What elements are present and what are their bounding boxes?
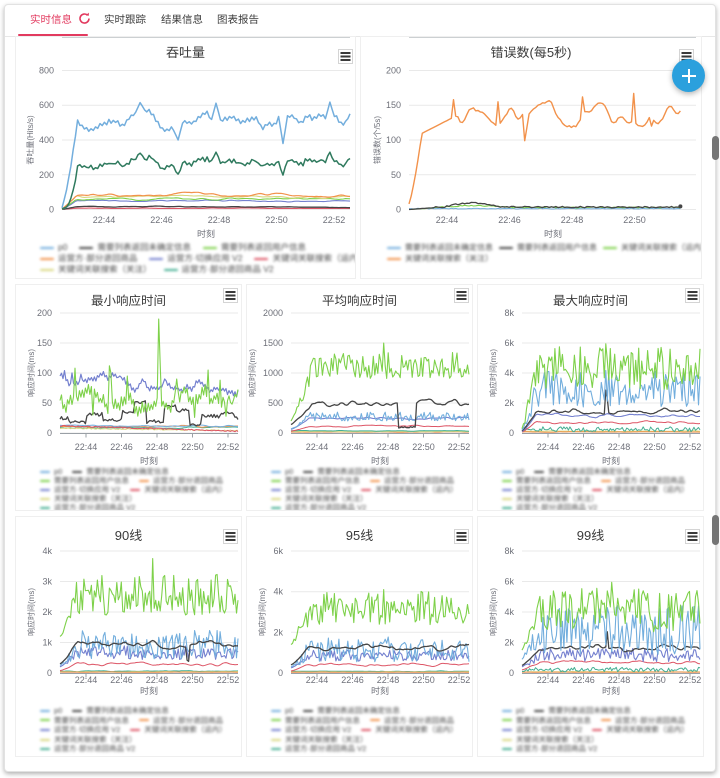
svg-text:22:50: 22:50 xyxy=(643,442,666,452)
svg-text:时刻: 时刻 xyxy=(140,456,158,466)
svg-text:22:46: 22:46 xyxy=(498,215,521,225)
svg-text:2k: 2k xyxy=(273,627,283,637)
svg-text:22:44: 22:44 xyxy=(537,675,560,685)
svg-text:响应时间(ms): 响应时间(ms) xyxy=(27,349,36,397)
svg-text:200: 200 xyxy=(39,170,54,180)
svg-text:0: 0 xyxy=(396,205,401,215)
svg-text:时刻: 时刻 xyxy=(602,686,620,696)
svg-text:1k: 1k xyxy=(42,638,52,648)
svg-text:22:48: 22:48 xyxy=(561,215,584,225)
svg-text:响应时间(ms): 响应时间(ms) xyxy=(258,588,267,636)
svg-text:150: 150 xyxy=(386,100,401,110)
svg-text:0: 0 xyxy=(47,428,52,438)
svg-text:1500: 1500 xyxy=(263,338,283,348)
svg-text:0: 0 xyxy=(509,668,514,678)
svg-text:时刻: 时刻 xyxy=(140,686,158,696)
svg-text:22:50: 22:50 xyxy=(265,215,288,225)
svg-text:22:46: 22:46 xyxy=(572,442,595,452)
svg-text:22:50: 22:50 xyxy=(412,442,435,452)
svg-text:22:48: 22:48 xyxy=(608,442,631,452)
svg-text:22:52: 22:52 xyxy=(679,675,702,685)
svg-text:22:44: 22:44 xyxy=(75,442,98,452)
svg-text:22:52: 22:52 xyxy=(448,442,471,452)
svg-text:22:52: 22:52 xyxy=(448,675,471,685)
svg-text:4k: 4k xyxy=(504,368,514,378)
svg-text:6k: 6k xyxy=(504,338,514,348)
svg-text:1000: 1000 xyxy=(263,368,283,378)
svg-text:22:48: 22:48 xyxy=(377,675,400,685)
svg-text:2k: 2k xyxy=(42,607,52,617)
svg-text:22:52: 22:52 xyxy=(679,442,702,452)
svg-text:22:44: 22:44 xyxy=(306,442,329,452)
svg-text:22:48: 22:48 xyxy=(146,442,169,452)
svg-text:22:44: 22:44 xyxy=(436,215,459,225)
svg-text:时刻: 时刻 xyxy=(602,456,620,466)
svg-text:3k: 3k xyxy=(42,577,52,587)
svg-text:22:48: 22:48 xyxy=(146,675,169,685)
svg-text:22:52: 22:52 xyxy=(217,675,240,685)
svg-text:100: 100 xyxy=(37,368,52,378)
svg-text:6k: 6k xyxy=(273,546,283,556)
svg-text:800: 800 xyxy=(39,66,54,76)
svg-text:22:46: 22:46 xyxy=(110,675,133,685)
svg-text:2k: 2k xyxy=(504,398,514,408)
svg-text:22:44: 22:44 xyxy=(537,442,560,452)
svg-text:响应时间(ms): 响应时间(ms) xyxy=(248,349,257,397)
svg-text:2000: 2000 xyxy=(263,308,283,318)
svg-text:6k: 6k xyxy=(504,577,514,587)
svg-text:22:48: 22:48 xyxy=(208,215,231,225)
svg-text:22:50: 22:50 xyxy=(181,442,204,452)
svg-text:错误数(个/5s): 错误数(个/5s) xyxy=(373,116,382,164)
svg-text:时刻: 时刻 xyxy=(371,456,389,466)
svg-text:22:44: 22:44 xyxy=(306,675,329,685)
svg-text:22:46: 22:46 xyxy=(341,675,364,685)
svg-text:22:46: 22:46 xyxy=(150,215,173,225)
svg-text:22:46: 22:46 xyxy=(110,442,133,452)
svg-text:22:52: 22:52 xyxy=(217,442,240,452)
svg-text:2k: 2k xyxy=(504,638,514,648)
svg-text:150: 150 xyxy=(37,338,52,348)
svg-text:0: 0 xyxy=(47,668,52,678)
svg-text:4k: 4k xyxy=(42,546,52,556)
svg-text:4k: 4k xyxy=(273,587,283,597)
svg-text:22:48: 22:48 xyxy=(608,675,631,685)
svg-text:8k: 8k xyxy=(504,546,514,556)
svg-text:400: 400 xyxy=(39,135,54,145)
svg-text:时刻: 时刻 xyxy=(544,229,562,239)
svg-text:响应时间(ms): 响应时间(ms) xyxy=(27,588,36,636)
svg-text:22:44: 22:44 xyxy=(75,675,98,685)
svg-text:0: 0 xyxy=(49,205,54,215)
svg-text:8k: 8k xyxy=(504,308,514,318)
svg-text:0: 0 xyxy=(278,428,283,438)
svg-text:22:52: 22:52 xyxy=(323,215,346,225)
svg-text:4k: 4k xyxy=(504,607,514,617)
svg-text:22:46: 22:46 xyxy=(341,442,364,452)
svg-text:22:48: 22:48 xyxy=(377,442,400,452)
svg-text:500: 500 xyxy=(268,398,283,408)
svg-text:50: 50 xyxy=(42,398,52,408)
svg-text:22:46: 22:46 xyxy=(572,675,595,685)
svg-text:22:44: 22:44 xyxy=(93,215,116,225)
svg-text:时刻: 时刻 xyxy=(197,229,215,239)
svg-text:22:50: 22:50 xyxy=(623,215,646,225)
svg-text:100: 100 xyxy=(386,135,401,145)
svg-text:22:50: 22:50 xyxy=(181,675,204,685)
svg-text:200: 200 xyxy=(37,308,52,318)
svg-text:22:50: 22:50 xyxy=(412,675,435,685)
svg-text:时刻: 时刻 xyxy=(371,686,389,696)
svg-text:0: 0 xyxy=(278,668,283,678)
svg-text:50: 50 xyxy=(391,170,401,180)
svg-text:600: 600 xyxy=(39,100,54,110)
svg-text:响应时间(ms): 响应时间(ms) xyxy=(489,588,498,636)
svg-text:200: 200 xyxy=(386,66,401,76)
svg-text:吞吐量(Hits/s): 吞吐量(Hits/s) xyxy=(26,115,35,165)
svg-text:22:50: 22:50 xyxy=(643,675,666,685)
svg-text:0: 0 xyxy=(509,428,514,438)
svg-text:响应时间(ms): 响应时间(ms) xyxy=(489,349,498,397)
